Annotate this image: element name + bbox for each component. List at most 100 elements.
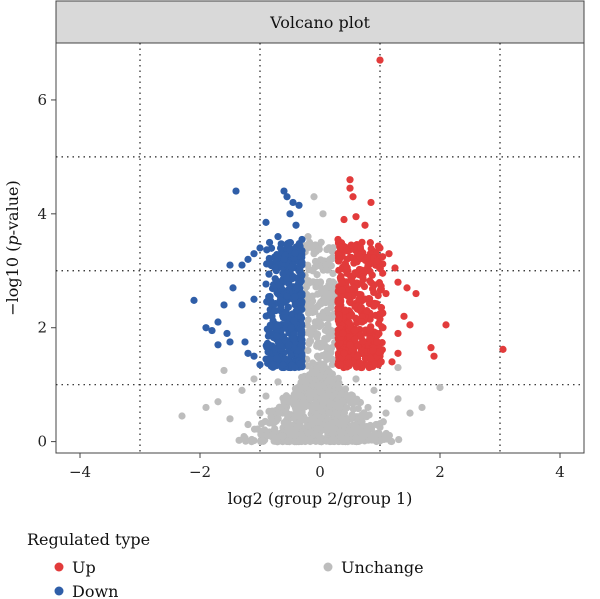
legend: Regulated type Up Down Unchange bbox=[27, 530, 424, 599]
x-tick-label: −2 bbox=[189, 463, 211, 481]
legend-title: Regulated type bbox=[27, 530, 150, 549]
point-up bbox=[346, 184, 354, 192]
point-down bbox=[276, 244, 285, 252]
point-down bbox=[267, 244, 276, 252]
point-down bbox=[265, 328, 273, 337]
point-down bbox=[279, 270, 287, 278]
point-unchange bbox=[326, 375, 334, 384]
point-down bbox=[214, 341, 222, 349]
point-unchange bbox=[334, 381, 342, 389]
point-down bbox=[283, 193, 291, 201]
point-unchange bbox=[304, 429, 312, 437]
point-up bbox=[346, 312, 354, 320]
point-down bbox=[277, 304, 285, 312]
point-unchange bbox=[315, 245, 323, 253]
point-up bbox=[366, 354, 375, 362]
point-unchange bbox=[316, 381, 324, 390]
point-unchange bbox=[277, 403, 285, 411]
point-unchange bbox=[342, 435, 350, 443]
point-down bbox=[287, 263, 295, 271]
point-unchange bbox=[259, 437, 267, 445]
point-unchange bbox=[257, 430, 265, 438]
point-down bbox=[298, 235, 306, 244]
point-down bbox=[265, 270, 273, 278]
point-up bbox=[341, 307, 349, 315]
legend-marker-up bbox=[54, 562, 64, 572]
point-up bbox=[365, 363, 373, 372]
point-up bbox=[345, 359, 353, 367]
point-unchange bbox=[298, 403, 306, 412]
point-up bbox=[367, 198, 375, 207]
point-down bbox=[256, 361, 264, 369]
legend-marker-unchange bbox=[323, 562, 333, 572]
point-down bbox=[256, 244, 264, 252]
point-unchange bbox=[328, 255, 336, 263]
point-unchange bbox=[308, 420, 316, 428]
point-unchange bbox=[321, 326, 329, 334]
point-unchange bbox=[395, 435, 403, 444]
point-up bbox=[355, 295, 363, 303]
point-unchange bbox=[318, 285, 327, 293]
point-down bbox=[287, 324, 295, 332]
point-unchange bbox=[375, 430, 383, 438]
point-unchange bbox=[261, 417, 269, 426]
point-up bbox=[340, 349, 348, 357]
point-unchange bbox=[286, 423, 294, 431]
point-unchange bbox=[331, 400, 339, 409]
point-unchange bbox=[220, 366, 228, 375]
point-unchange bbox=[313, 363, 321, 372]
point-up bbox=[366, 277, 374, 285]
point-unchange bbox=[353, 395, 361, 403]
point-down bbox=[274, 338, 282, 346]
point-unchange bbox=[311, 257, 320, 266]
point-unchange bbox=[418, 403, 426, 412]
point-down bbox=[293, 284, 301, 292]
x-tick-label: 0 bbox=[315, 463, 325, 481]
point-down bbox=[286, 239, 295, 247]
x-tick-label: 4 bbox=[555, 463, 565, 481]
point-up bbox=[349, 284, 357, 292]
point-unchange bbox=[235, 436, 243, 444]
point-unchange bbox=[315, 387, 324, 395]
point-unchange bbox=[304, 261, 312, 269]
point-up bbox=[356, 331, 365, 339]
point-unchange bbox=[313, 425, 321, 433]
point-up bbox=[351, 269, 359, 277]
point-unchange bbox=[406, 409, 414, 417]
point-unchange bbox=[271, 427, 279, 435]
y-tick-label: 0 bbox=[37, 433, 47, 451]
point-down bbox=[244, 349, 252, 357]
point-down bbox=[274, 233, 282, 241]
point-unchange bbox=[370, 386, 378, 394]
point-down bbox=[220, 301, 228, 309]
point-down bbox=[238, 261, 246, 269]
point-up bbox=[376, 244, 384, 252]
point-unchange bbox=[333, 410, 341, 418]
point-unchange bbox=[250, 375, 258, 383]
point-unchange bbox=[274, 378, 282, 386]
point-unchange bbox=[328, 355, 336, 363]
point-unchange bbox=[256, 409, 264, 417]
point-up bbox=[394, 278, 402, 286]
point-unchange bbox=[336, 401, 344, 409]
point-unchange bbox=[340, 420, 348, 429]
point-unchange bbox=[277, 432, 286, 440]
point-up bbox=[363, 253, 371, 262]
point-down bbox=[262, 355, 270, 363]
point-unchange bbox=[273, 415, 282, 423]
point-up bbox=[375, 264, 384, 272]
point-up bbox=[406, 321, 414, 329]
point-up bbox=[375, 279, 383, 287]
point-down bbox=[271, 264, 279, 272]
point-up bbox=[400, 312, 408, 320]
point-unchange bbox=[311, 318, 319, 326]
point-unchange bbox=[297, 435, 305, 443]
point-unchange bbox=[319, 210, 327, 218]
point-up bbox=[358, 313, 366, 321]
point-unchange bbox=[265, 407, 273, 415]
legend-label-unchange: Unchange bbox=[341, 558, 424, 577]
point-unchange bbox=[329, 269, 337, 278]
point-down bbox=[281, 355, 289, 363]
point-unchange bbox=[337, 433, 345, 441]
point-unchange bbox=[325, 277, 334, 286]
